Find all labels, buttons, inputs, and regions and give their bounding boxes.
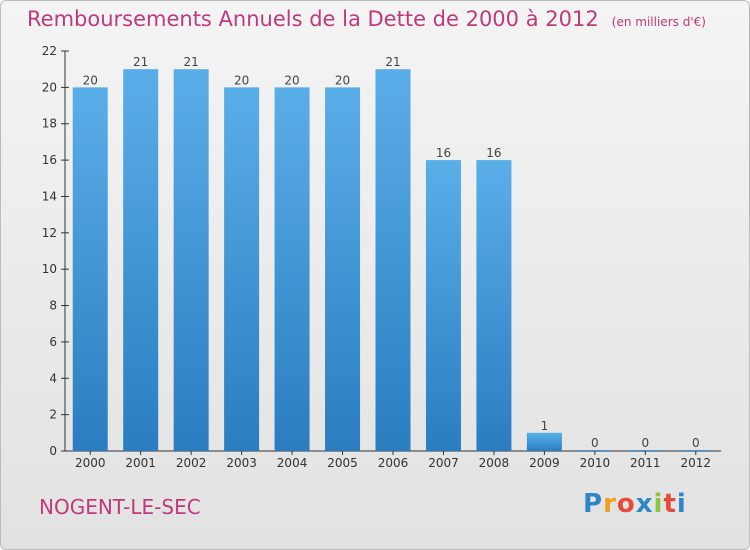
x-tick-label: 2004 — [277, 456, 308, 470]
data-label: 21 — [133, 55, 148, 69]
city-name: NOGENT-LE-SEC — [39, 495, 201, 519]
x-tick-label: 2007 — [428, 456, 459, 470]
bar — [476, 160, 512, 451]
data-label: 0 — [692, 436, 700, 450]
bar — [375, 69, 411, 451]
bar — [325, 87, 361, 451]
logo-letter: t — [663, 489, 677, 519]
chart-labels: 2000 20 2001 21 2002 21 2003 20 2004 20 2005 20 2006… — [75, 55, 711, 470]
data-label: 0 — [641, 436, 649, 450]
y-tick-label: 18 — [42, 117, 57, 131]
y-tick-label: 20 — [42, 80, 57, 94]
y-tick-label: 22 — [42, 44, 57, 58]
y-tick-label: 8 — [49, 299, 57, 313]
data-label: 20 — [335, 73, 350, 87]
logo-letter: P — [583, 489, 604, 519]
y-tick-label: 12 — [42, 226, 57, 240]
bar — [173, 69, 209, 451]
x-tick-label: 2006 — [378, 456, 409, 470]
chart-bars — [72, 69, 714, 451]
x-tick-label: 2000 — [75, 456, 106, 470]
y-tick-label: 2 — [49, 408, 57, 422]
data-label: 20 — [83, 73, 98, 87]
data-label: 16 — [436, 146, 451, 160]
x-tick-label: 2005 — [327, 456, 358, 470]
logo-letter: o — [616, 489, 636, 519]
x-tick-label: 2003 — [226, 456, 257, 470]
logo-letter: r — [603, 489, 617, 519]
x-tick-label: 2001 — [125, 456, 156, 470]
chart-title-line: Remboursements Annuels de la Dette de 20… — [27, 7, 706, 31]
y-tick-label: 14 — [42, 189, 57, 203]
y-tick-label: 10 — [42, 262, 57, 276]
y-tick-label: 16 — [42, 153, 57, 167]
x-tick-label: 2011 — [630, 456, 661, 470]
x-tick-label: 2002 — [176, 456, 207, 470]
x-tick-label: 2010 — [580, 456, 611, 470]
data-label: 21 — [184, 55, 199, 69]
y-tick-label: 0 — [49, 444, 57, 458]
logo-letter: x — [635, 489, 654, 519]
data-label: 1 — [541, 419, 549, 433]
bar — [123, 69, 159, 451]
logo-letter: i — [676, 489, 687, 519]
logo-letter: i — [653, 489, 664, 519]
y-tick-label: 6 — [49, 335, 57, 349]
x-tick-label: 2009 — [529, 456, 560, 470]
bar — [425, 160, 461, 451]
bar — [72, 87, 108, 451]
bar — [678, 450, 714, 451]
bar — [274, 87, 310, 451]
y-tick-label: 4 — [49, 371, 57, 385]
data-label: 21 — [385, 55, 400, 69]
x-tick-label: 2012 — [680, 456, 711, 470]
bar — [577, 450, 613, 451]
chart-title: Remboursements Annuels de la Dette de 20… — [27, 7, 599, 31]
bar — [627, 450, 663, 451]
proxiti-logo: Proxiti — [583, 489, 687, 519]
data-label: 20 — [284, 73, 299, 87]
data-label: 16 — [486, 146, 501, 160]
unit-note: (en milliers d'€) — [611, 15, 706, 29]
x-tick-label: 2008 — [479, 456, 510, 470]
bar — [526, 432, 562, 451]
data-label: 20 — [234, 73, 249, 87]
data-label: 0 — [591, 436, 599, 450]
bar — [224, 87, 260, 451]
